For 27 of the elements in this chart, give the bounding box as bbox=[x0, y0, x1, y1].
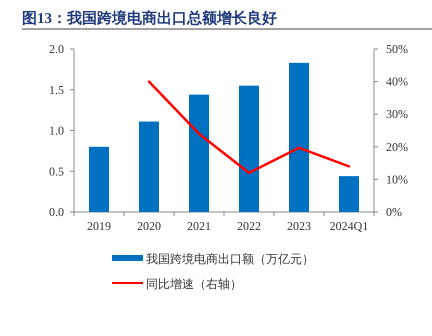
y2-tick-label: 0% bbox=[386, 205, 402, 219]
x-tick-label: 2023 bbox=[287, 219, 311, 233]
x-tick-label: 2019 bbox=[87, 219, 111, 233]
legend-label: 我国跨境电商出口额（万亿元） bbox=[146, 252, 314, 266]
y2-tick-label: 30% bbox=[386, 107, 408, 122]
y-tick-label: 1.5 bbox=[49, 82, 64, 97]
bar bbox=[139, 122, 159, 212]
y2-tick-label: 10% bbox=[386, 172, 408, 186]
chart-title: 图13：我国跨境电商出口总额增长良好 bbox=[22, 9, 277, 27]
x-tick-label: 2020 bbox=[137, 219, 161, 233]
x-tick-label: 2022 bbox=[237, 219, 261, 233]
y2-tick-label: 40% bbox=[386, 74, 408, 89]
bar bbox=[239, 86, 259, 212]
line-series bbox=[148, 80, 350, 174]
bar bbox=[89, 146, 109, 212]
y-tick-label: 2.0 bbox=[49, 42, 64, 56]
bar bbox=[289, 62, 309, 212]
y2-tick-label: 50% bbox=[386, 42, 408, 56]
y-tick-label: 0.5 bbox=[49, 164, 64, 178]
bar bbox=[189, 94, 209, 212]
bar bbox=[339, 176, 359, 212]
y-tick-label: 1.0 bbox=[49, 124, 64, 138]
y-tick-label: 0.0 bbox=[49, 205, 64, 219]
legend-label: 同比增速（右轴） bbox=[146, 277, 242, 291]
x-tick-label: 2021 bbox=[187, 219, 211, 233]
y2-tick-label: 20% bbox=[386, 140, 408, 154]
x-tick-label: 2024Q1 bbox=[330, 219, 368, 233]
